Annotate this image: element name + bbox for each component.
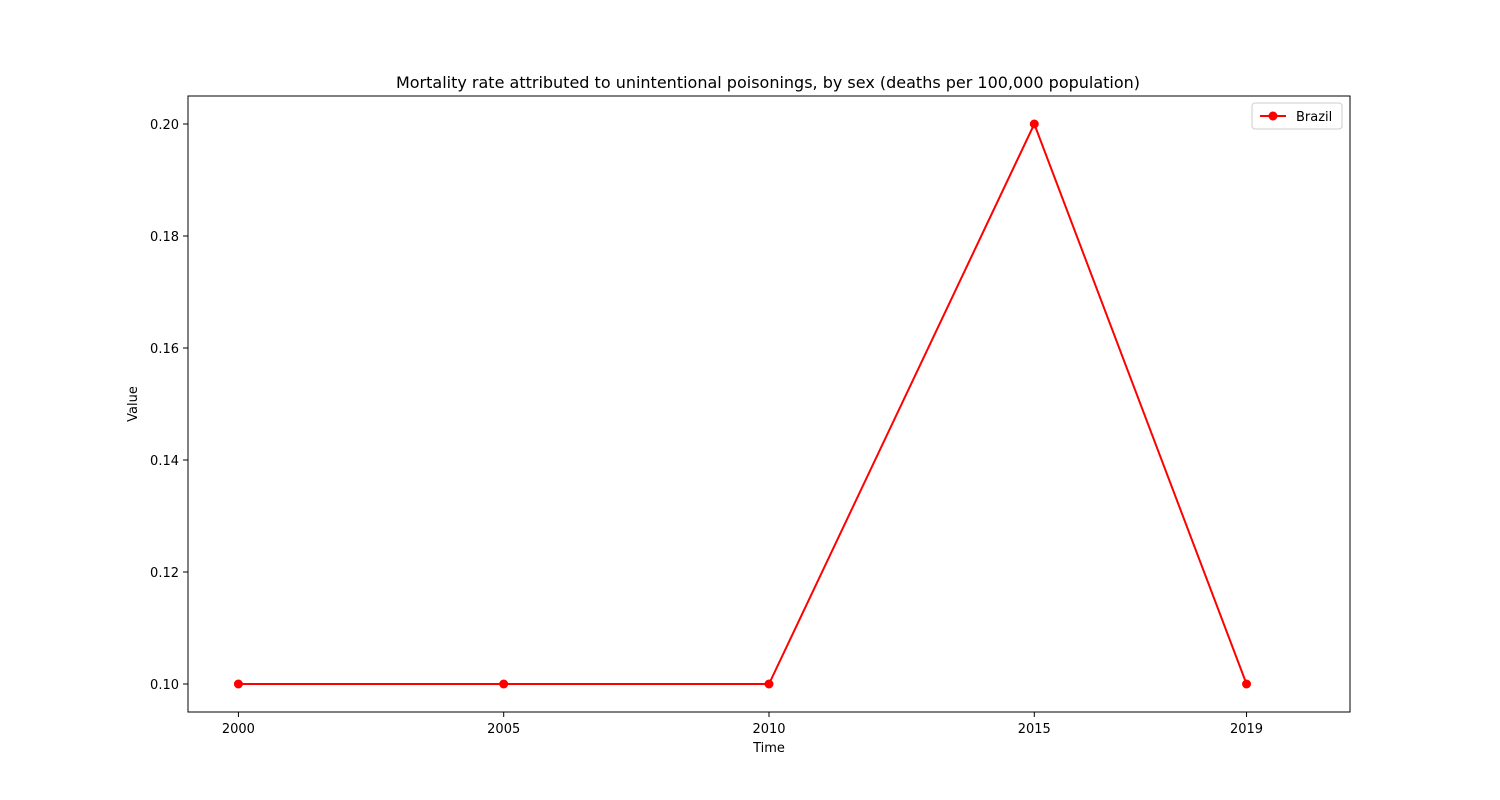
x-tick-label: 2005	[487, 722, 520, 737]
y-axis: 0.10 0.12 0.14 0.16 0.18 0.20	[150, 118, 188, 693]
chart-title: Mortality rate attributed to unintention…	[396, 73, 1140, 92]
y-tick-label: 0.14	[150, 454, 179, 469]
y-tick-label: 0.18	[150, 230, 179, 245]
legend-marker	[1268, 111, 1278, 121]
data-point	[233, 679, 243, 689]
x-tick-label: 2019	[1230, 722, 1263, 737]
legend: Brazil	[1251, 102, 1343, 130]
data-point	[499, 679, 509, 689]
legend-box	[1251, 102, 1343, 130]
x-axis-label: Time	[752, 741, 785, 756]
data-point	[1242, 679, 1252, 689]
y-tick-label: 0.20	[150, 118, 179, 133]
data-point	[764, 679, 774, 689]
y-axis-label: Value	[126, 386, 141, 422]
data-point	[1029, 119, 1039, 129]
x-tick-label: 2015	[1018, 722, 1051, 737]
x-tick-label: 2000	[222, 722, 255, 737]
x-axis: 2000 2005 2010 2015 2019	[222, 712, 1263, 737]
x-tick-label: 2010	[752, 722, 785, 737]
series-line-brazil	[238, 123, 1248, 685]
plot-area	[233, 119, 1252, 689]
legend-label: Brazil	[1296, 110, 1332, 125]
y-tick-label: 0.10	[150, 678, 179, 693]
plot-frame	[187, 95, 1351, 713]
y-tick-label: 0.12	[150, 566, 179, 581]
y-tick-label: 0.16	[150, 342, 179, 357]
